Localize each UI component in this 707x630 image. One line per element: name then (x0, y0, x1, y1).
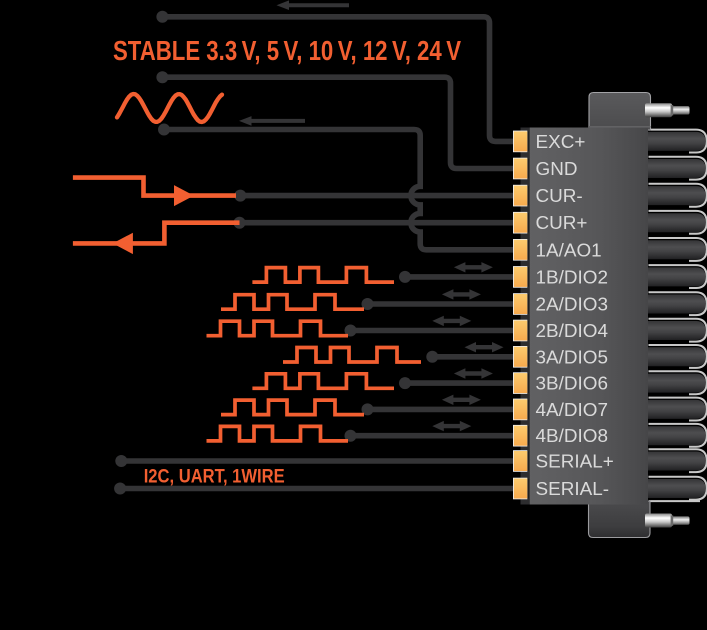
svg-text:SERIAL+: SERIAL+ (536, 452, 614, 473)
svg-text:2A/DIO3: 2A/DIO3 (536, 295, 608, 316)
svg-text:CUR-: CUR- (536, 186, 583, 207)
svg-text:EXC+: EXC+ (536, 132, 586, 153)
svg-text:STABLE 3.3 V, 5 V, 10 V, 12 V,: STABLE 3.3 V, 5 V, 10 V, 12 V, 24 V (113, 35, 462, 66)
svg-text:GND: GND (536, 159, 578, 180)
svg-text:SERIAL-: SERIAL- (536, 479, 610, 500)
svg-text:4A/DIO7: 4A/DIO7 (536, 400, 608, 421)
svg-text:CUR+: CUR+ (536, 213, 588, 234)
svg-text:2B/DIO4: 2B/DIO4 (536, 321, 608, 342)
svg-text:3A/DIO5: 3A/DIO5 (536, 347, 608, 368)
svg-text:I2C, UART, 1WIRE: I2C, UART, 1WIRE (144, 467, 285, 488)
svg-text:3B/DIO6: 3B/DIO6 (536, 374, 608, 395)
svg-text:1B/DIO2: 1B/DIO2 (536, 267, 608, 288)
svg-text:4B/DIO8: 4B/DIO8 (536, 426, 608, 447)
svg-text:1A/AO1: 1A/AO1 (536, 240, 602, 261)
